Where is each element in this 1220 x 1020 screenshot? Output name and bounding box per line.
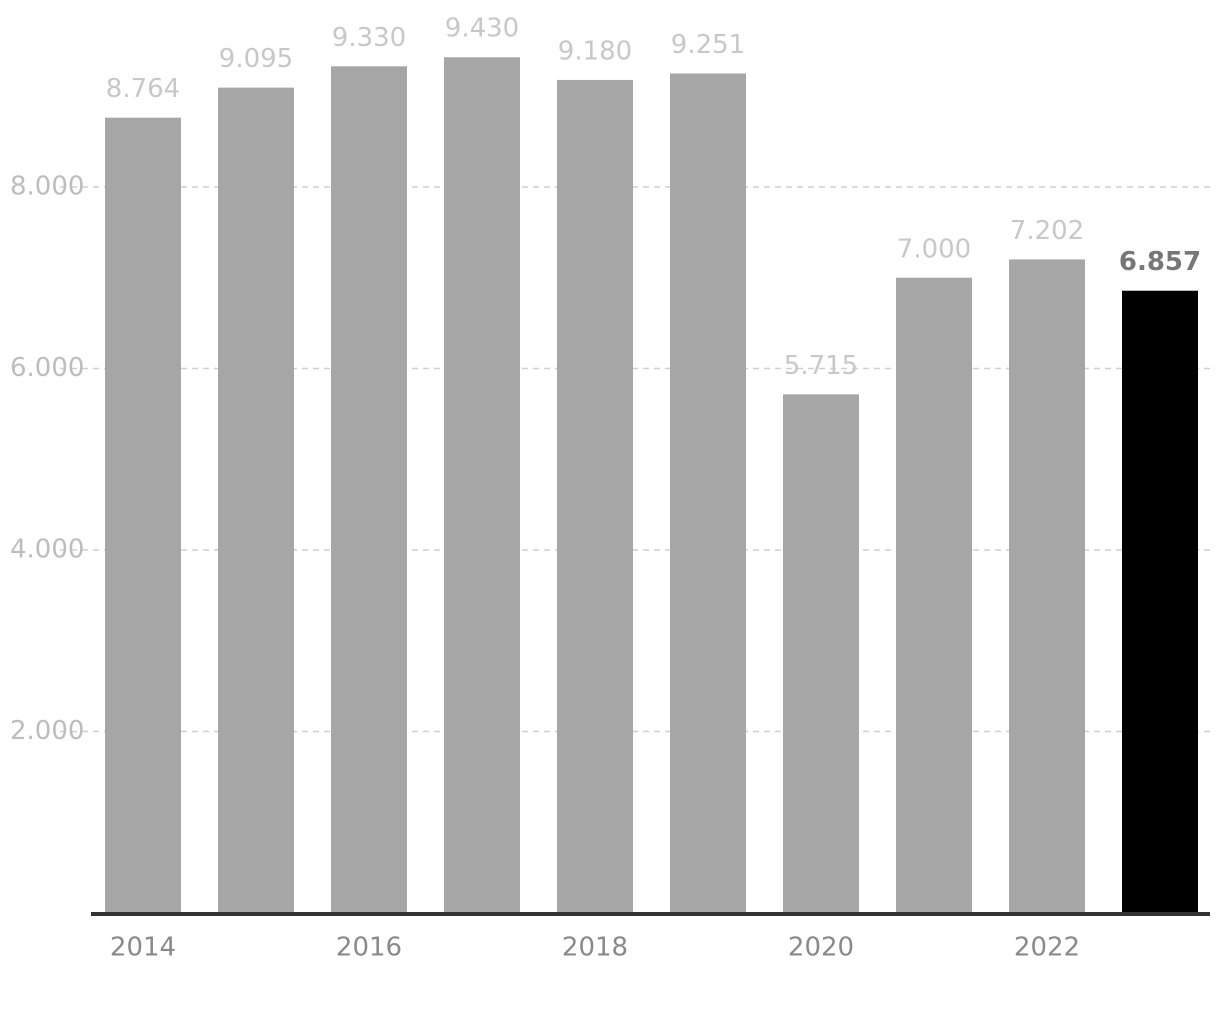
x-tick-label: 2020 [788,933,854,963]
bar [331,66,407,914]
x-tick-label: 2018 [562,933,628,963]
bar [670,73,746,914]
value-label: 9.095 [219,44,293,74]
x-tick-label: 2016 [336,933,402,963]
y-tick-label: 6.000 [10,353,84,383]
bar [783,394,859,913]
value-label: 9.180 [558,36,632,66]
x-tick-label: 2014 [110,933,176,963]
value-label: 6.857 [1119,247,1201,277]
bar [1009,259,1085,914]
value-label: 7.000 [897,234,971,264]
value-label: 9.330 [332,23,406,53]
y-tick-label: 2.000 [10,716,84,746]
y-tick-label: 8.000 [10,172,84,202]
bar [444,57,520,914]
bar [896,277,972,913]
value-label: 5.715 [784,351,858,381]
value-label: 8.764 [106,74,180,104]
x-tick-label: 2022 [1014,933,1080,963]
bar [218,87,294,913]
value-label: 9.430 [445,14,519,44]
y-tick-label: 4.000 [10,535,84,565]
bar [105,117,181,914]
bar [1122,290,1198,913]
value-label: 7.202 [1010,216,1084,246]
value-label: 9.251 [671,30,745,60]
bar [557,79,633,914]
